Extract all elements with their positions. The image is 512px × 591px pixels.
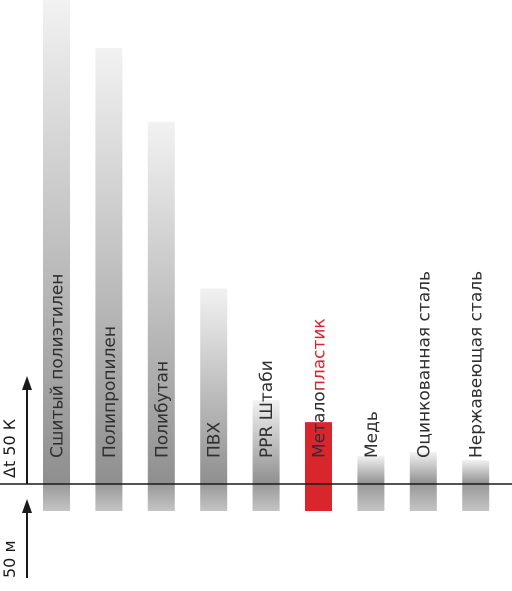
bar-base: [200, 484, 228, 511]
bar-label-part: пластик: [310, 318, 330, 391]
bar-label: ПВХ: [205, 422, 225, 458]
bar: [252, 400, 280, 484]
bar: [43, 0, 70, 484]
bar-label: PPR Штаби: [257, 360, 277, 458]
bar-base: [357, 484, 385, 511]
y-axis-arrowhead: [22, 376, 32, 390]
bar-base: [462, 484, 490, 511]
y-axis-label: Δt 50 К: [0, 418, 19, 478]
bar-base: [252, 484, 280, 511]
bar-base: [305, 484, 332, 511]
bar-label-part: Оцинкованная сталь: [414, 271, 434, 458]
length-axis-label: 50 м: [0, 540, 19, 578]
bar-label-part: Полибутан: [152, 361, 172, 458]
bar: [357, 456, 385, 484]
bar-label: Металопластик: [310, 318, 330, 458]
bar: [95, 47, 123, 484]
bar-label: Полипропилен: [100, 326, 120, 458]
bar-label: Медь: [362, 411, 382, 458]
bar-label: Оцинкованная сталь: [414, 271, 434, 458]
bar-label-part: Метало: [310, 391, 330, 458]
bar-label-part: ПВХ: [205, 422, 225, 458]
bar-label-part: Сшитый полиэтилен: [48, 274, 68, 458]
bar-label: Нержавеющая сталь: [467, 271, 487, 458]
length-axis-arrowhead: [22, 499, 32, 513]
bar-label-part: Нержавеющая сталь: [467, 271, 487, 458]
bar-label-part: Полипропилен: [100, 326, 120, 458]
bar-labels-group: Сшитый полиэтилен Полипропилен Полибутан ПВ…: [48, 271, 487, 458]
bar: [409, 452, 437, 484]
bar-label: Полибутан: [152, 361, 172, 458]
bar-base: [147, 484, 175, 511]
bar-label-part: PPR Штаби: [257, 360, 277, 458]
bar: [305, 422, 332, 484]
bar-label: Сшитый полиэтилен: [48, 274, 68, 458]
bar: [200, 288, 228, 484]
bar-base: [95, 484, 123, 511]
bar: [147, 121, 175, 485]
bar-label-part: Медь: [362, 411, 382, 458]
bar-base: [409, 484, 437, 511]
bar: [462, 460, 490, 484]
bars-group: [43, 0, 490, 511]
bar-base: [43, 484, 70, 511]
